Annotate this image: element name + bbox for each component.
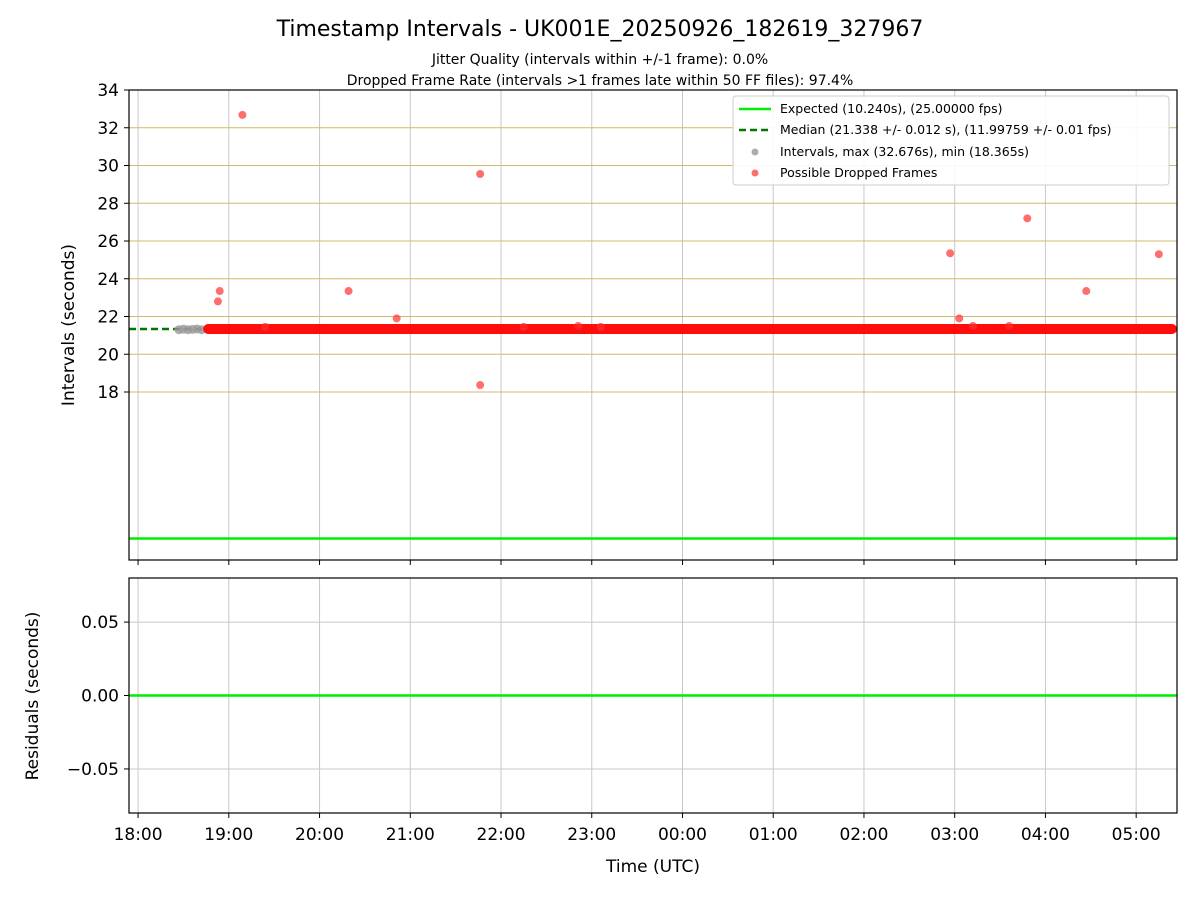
x-tick-label: 19:00	[204, 825, 253, 845]
dropped-frame-point	[1154, 250, 1163, 259]
top-y-tick-label: 30	[97, 157, 119, 177]
x-tick-label: 21:00	[386, 825, 435, 845]
top-y-tick-label: 28	[97, 194, 119, 214]
top-plot-frame	[128, 89, 1178, 561]
legend-expected-label: Expected (10.240s), (25.00000 fps)	[780, 101, 1002, 116]
bottom-y-tick-label: 0.05	[81, 613, 119, 633]
x-tick-label: 22:00	[477, 825, 526, 845]
dropped-frame-point	[261, 322, 270, 331]
bottom-y-axis-label: Residuals (seconds)	[23, 612, 43, 781]
legend: Expected (10.240s), (25.00000 fps) Media…	[732, 95, 1170, 186]
x-axis: 18:00 19:00 20:00 21:00 22:00 23:00 00:00 01:00…	[114, 560, 1161, 845]
dropped-frame-point	[519, 322, 528, 331]
top-y-tick-label: 20	[97, 345, 119, 365]
top-y-axis: 18 20 22 24 26 28 30 32 34	[97, 81, 129, 403]
dropped-frame-point	[476, 381, 485, 390]
x-tick-label: 23:00	[567, 825, 616, 845]
dropped-frame-point	[1005, 321, 1014, 330]
top-y-tick-label: 26	[97, 232, 119, 252]
dropped-frame-point	[344, 287, 353, 296]
legend-dropped-swatch	[751, 169, 759, 177]
x-tick-label: 00:00	[658, 825, 707, 845]
top-plot-marks	[129, 110, 1177, 540]
x-axis-label: Time (UTC)	[605, 857, 700, 877]
x-tick-label: 02:00	[839, 825, 888, 845]
chart-subtitle-dropped: Dropped Frame Rate (intervals >1 frames …	[347, 73, 854, 89]
dropped-frames-band	[203, 324, 1177, 335]
dropped-frame-point	[596, 322, 605, 331]
x-tick-label: 04:00	[1021, 825, 1070, 845]
legend-dropped-label: Possible Dropped Frames	[780, 165, 937, 180]
dropped-frame-point	[476, 169, 485, 178]
dropped-frame-point	[215, 287, 224, 296]
dropped-frame-point	[213, 297, 222, 306]
x-tick-label: 05:00	[1112, 825, 1161, 845]
bottom-y-axis: 0.05 0.00 −0.05	[67, 613, 129, 780]
top-y-tick-label: 22	[97, 308, 119, 328]
dropped-frame-point	[1023, 214, 1032, 223]
chart-subtitle-jitter: Jitter Quality (intervals within +/-1 fr…	[431, 52, 768, 68]
top-y-axis-label: Intervals (seconds)	[59, 244, 79, 406]
top-y-tick-label: 18	[97, 383, 119, 403]
top-y-tick-label: 32	[97, 119, 119, 139]
chart-title: Timestamp Intervals - UK001E_20250926_18…	[276, 17, 924, 42]
legend-intervals-swatch	[751, 148, 759, 156]
dropped-frame-point	[392, 314, 401, 323]
dropped-frame-point	[946, 249, 955, 258]
legend-box	[732, 95, 1170, 186]
legend-median-label: Median (21.338 +/- 0.012 s), (11.99759 +…	[780, 122, 1111, 137]
x-tick-label: 01:00	[749, 825, 798, 845]
legend-intervals-label: Intervals, max (32.676s), min (18.365s)	[780, 144, 1029, 159]
bottom-y-tick-label: −0.05	[67, 760, 119, 780]
dropped-frame-point	[238, 110, 247, 119]
x-tick-label: 20:00	[295, 825, 344, 845]
x-tick-label: 03:00	[930, 825, 979, 845]
bottom-y-tick-label: 0.00	[81, 687, 119, 707]
dropped-frame-point	[1082, 287, 1091, 296]
dropped-frame-point	[955, 314, 964, 323]
dropped-frame-point	[574, 321, 583, 330]
dropped-frame-point	[968, 321, 977, 330]
x-tick-label: 18:00	[114, 825, 163, 845]
top-y-tick-label: 34	[97, 81, 119, 101]
top-y-tick-label: 24	[97, 270, 119, 290]
